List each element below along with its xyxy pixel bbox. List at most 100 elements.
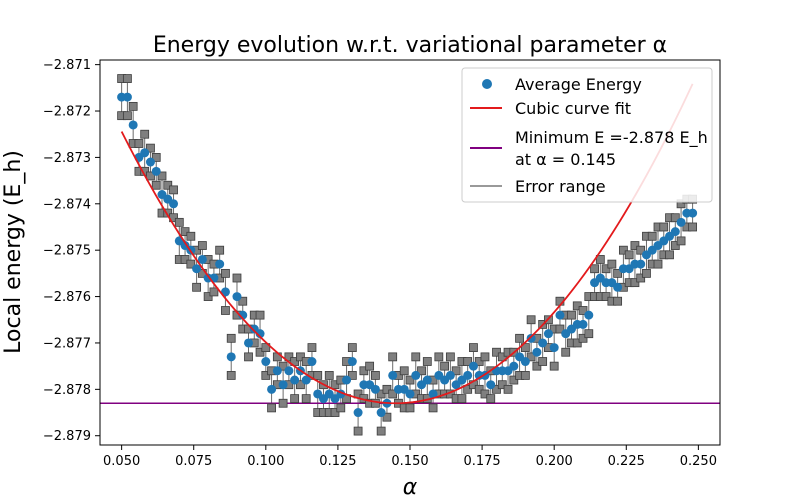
error-cap (122, 74, 132, 83)
error-cap (134, 139, 144, 148)
data-point (526, 333, 536, 343)
data-point (255, 329, 265, 339)
error-cap (445, 352, 455, 362)
x-tick-label: 0.125 (319, 454, 356, 469)
data-point (209, 273, 219, 283)
data-point (411, 370, 421, 380)
data-point (468, 361, 478, 371)
error-cap (578, 333, 588, 343)
data-point (676, 217, 686, 227)
error-cap (642, 268, 651, 278)
data-point (197, 254, 207, 264)
error-cap (503, 384, 513, 394)
data-point (520, 357, 530, 367)
error-cap (186, 231, 196, 241)
x-tick-label: 0.150 (391, 454, 428, 469)
error-cap (578, 306, 588, 315)
error-cap (613, 268, 623, 278)
data-point (422, 375, 432, 385)
data-point (405, 389, 415, 399)
error-cap (428, 403, 438, 413)
error-cap (474, 357, 484, 366)
error-cap (440, 361, 450, 371)
error-cap (296, 352, 305, 362)
data-point (555, 310, 565, 320)
data-point (347, 357, 357, 367)
error-cap (469, 343, 478, 352)
error-cap (630, 241, 640, 250)
y-axis-label: Local energy (E_h) (1, 150, 26, 354)
error-cap (197, 241, 207, 250)
error-cap (434, 352, 444, 362)
error-cap (221, 268, 230, 278)
error-cap (313, 371, 323, 380)
fit-curve (120, 83, 694, 405)
data-point (613, 282, 623, 292)
data-point (272, 366, 282, 376)
data-point (215, 259, 225, 269)
error-cap (607, 259, 617, 269)
error-cap (128, 101, 138, 111)
data-point (636, 259, 646, 269)
x-tick-label: 0.075 (175, 454, 212, 469)
error-cap (221, 306, 230, 315)
error-cap (486, 394, 496, 404)
error-cap (209, 287, 219, 297)
error-cap (595, 255, 605, 264)
error-cap (301, 394, 311, 404)
legend-label-average-energy: Average Energy (515, 75, 642, 94)
error-cap (169, 185, 178, 195)
error-cap (647, 231, 657, 241)
data-point (307, 357, 317, 367)
error-cap (509, 375, 519, 385)
data-point (122, 92, 132, 102)
data-point (549, 343, 559, 353)
error-cap (146, 171, 155, 181)
error-cap (238, 296, 248, 306)
error-cap (451, 366, 461, 376)
y-tick-label: −2.878 (43, 383, 91, 398)
error-cap (555, 324, 565, 334)
error-cap (215, 245, 225, 255)
error-cap (151, 153, 161, 162)
data-point (532, 347, 542, 357)
error-cap (665, 250, 674, 260)
y-tick-label: −2.873 (43, 151, 91, 166)
legend-label-fit: Cubic curve fit (515, 99, 631, 118)
error-cap (636, 273, 646, 283)
error-cap (405, 375, 415, 385)
error-cap (463, 357, 473, 366)
error-cap (330, 380, 340, 390)
x-tick-label: 0.225 (608, 454, 645, 469)
error-cap (376, 389, 386, 399)
error-cap (388, 389, 398, 399)
error-cap (163, 180, 173, 190)
error-cap (146, 143, 155, 153)
error-cap (520, 371, 530, 380)
error-cap (290, 394, 300, 404)
data-point (220, 287, 230, 297)
legend-marker-average-energy (482, 79, 492, 89)
data-point (543, 329, 553, 339)
error-cap (388, 352, 398, 362)
error-cap (492, 384, 501, 394)
chart-title: Energy evolution w.r.t. variational para… (153, 33, 667, 58)
data-point (226, 352, 236, 362)
error-cap (255, 347, 265, 357)
error-cap (353, 426, 363, 436)
error-cap (157, 171, 167, 181)
data-point (584, 310, 594, 320)
error-cap (624, 250, 634, 260)
error-cap (399, 366, 409, 376)
error-cap (405, 403, 415, 413)
error-cap (365, 361, 375, 371)
data-point (244, 338, 254, 348)
x-axis: 0.050 0.075 0.100 0.125 0.150 0.175 0.200 0.225… (103, 445, 717, 469)
error-cap (480, 389, 490, 399)
error-cap (232, 273, 242, 283)
data-point (140, 148, 150, 158)
error-cap (515, 333, 524, 343)
error-cap (670, 241, 680, 250)
data-point (376, 408, 386, 418)
y-tick-label: −2.872 (43, 105, 91, 120)
